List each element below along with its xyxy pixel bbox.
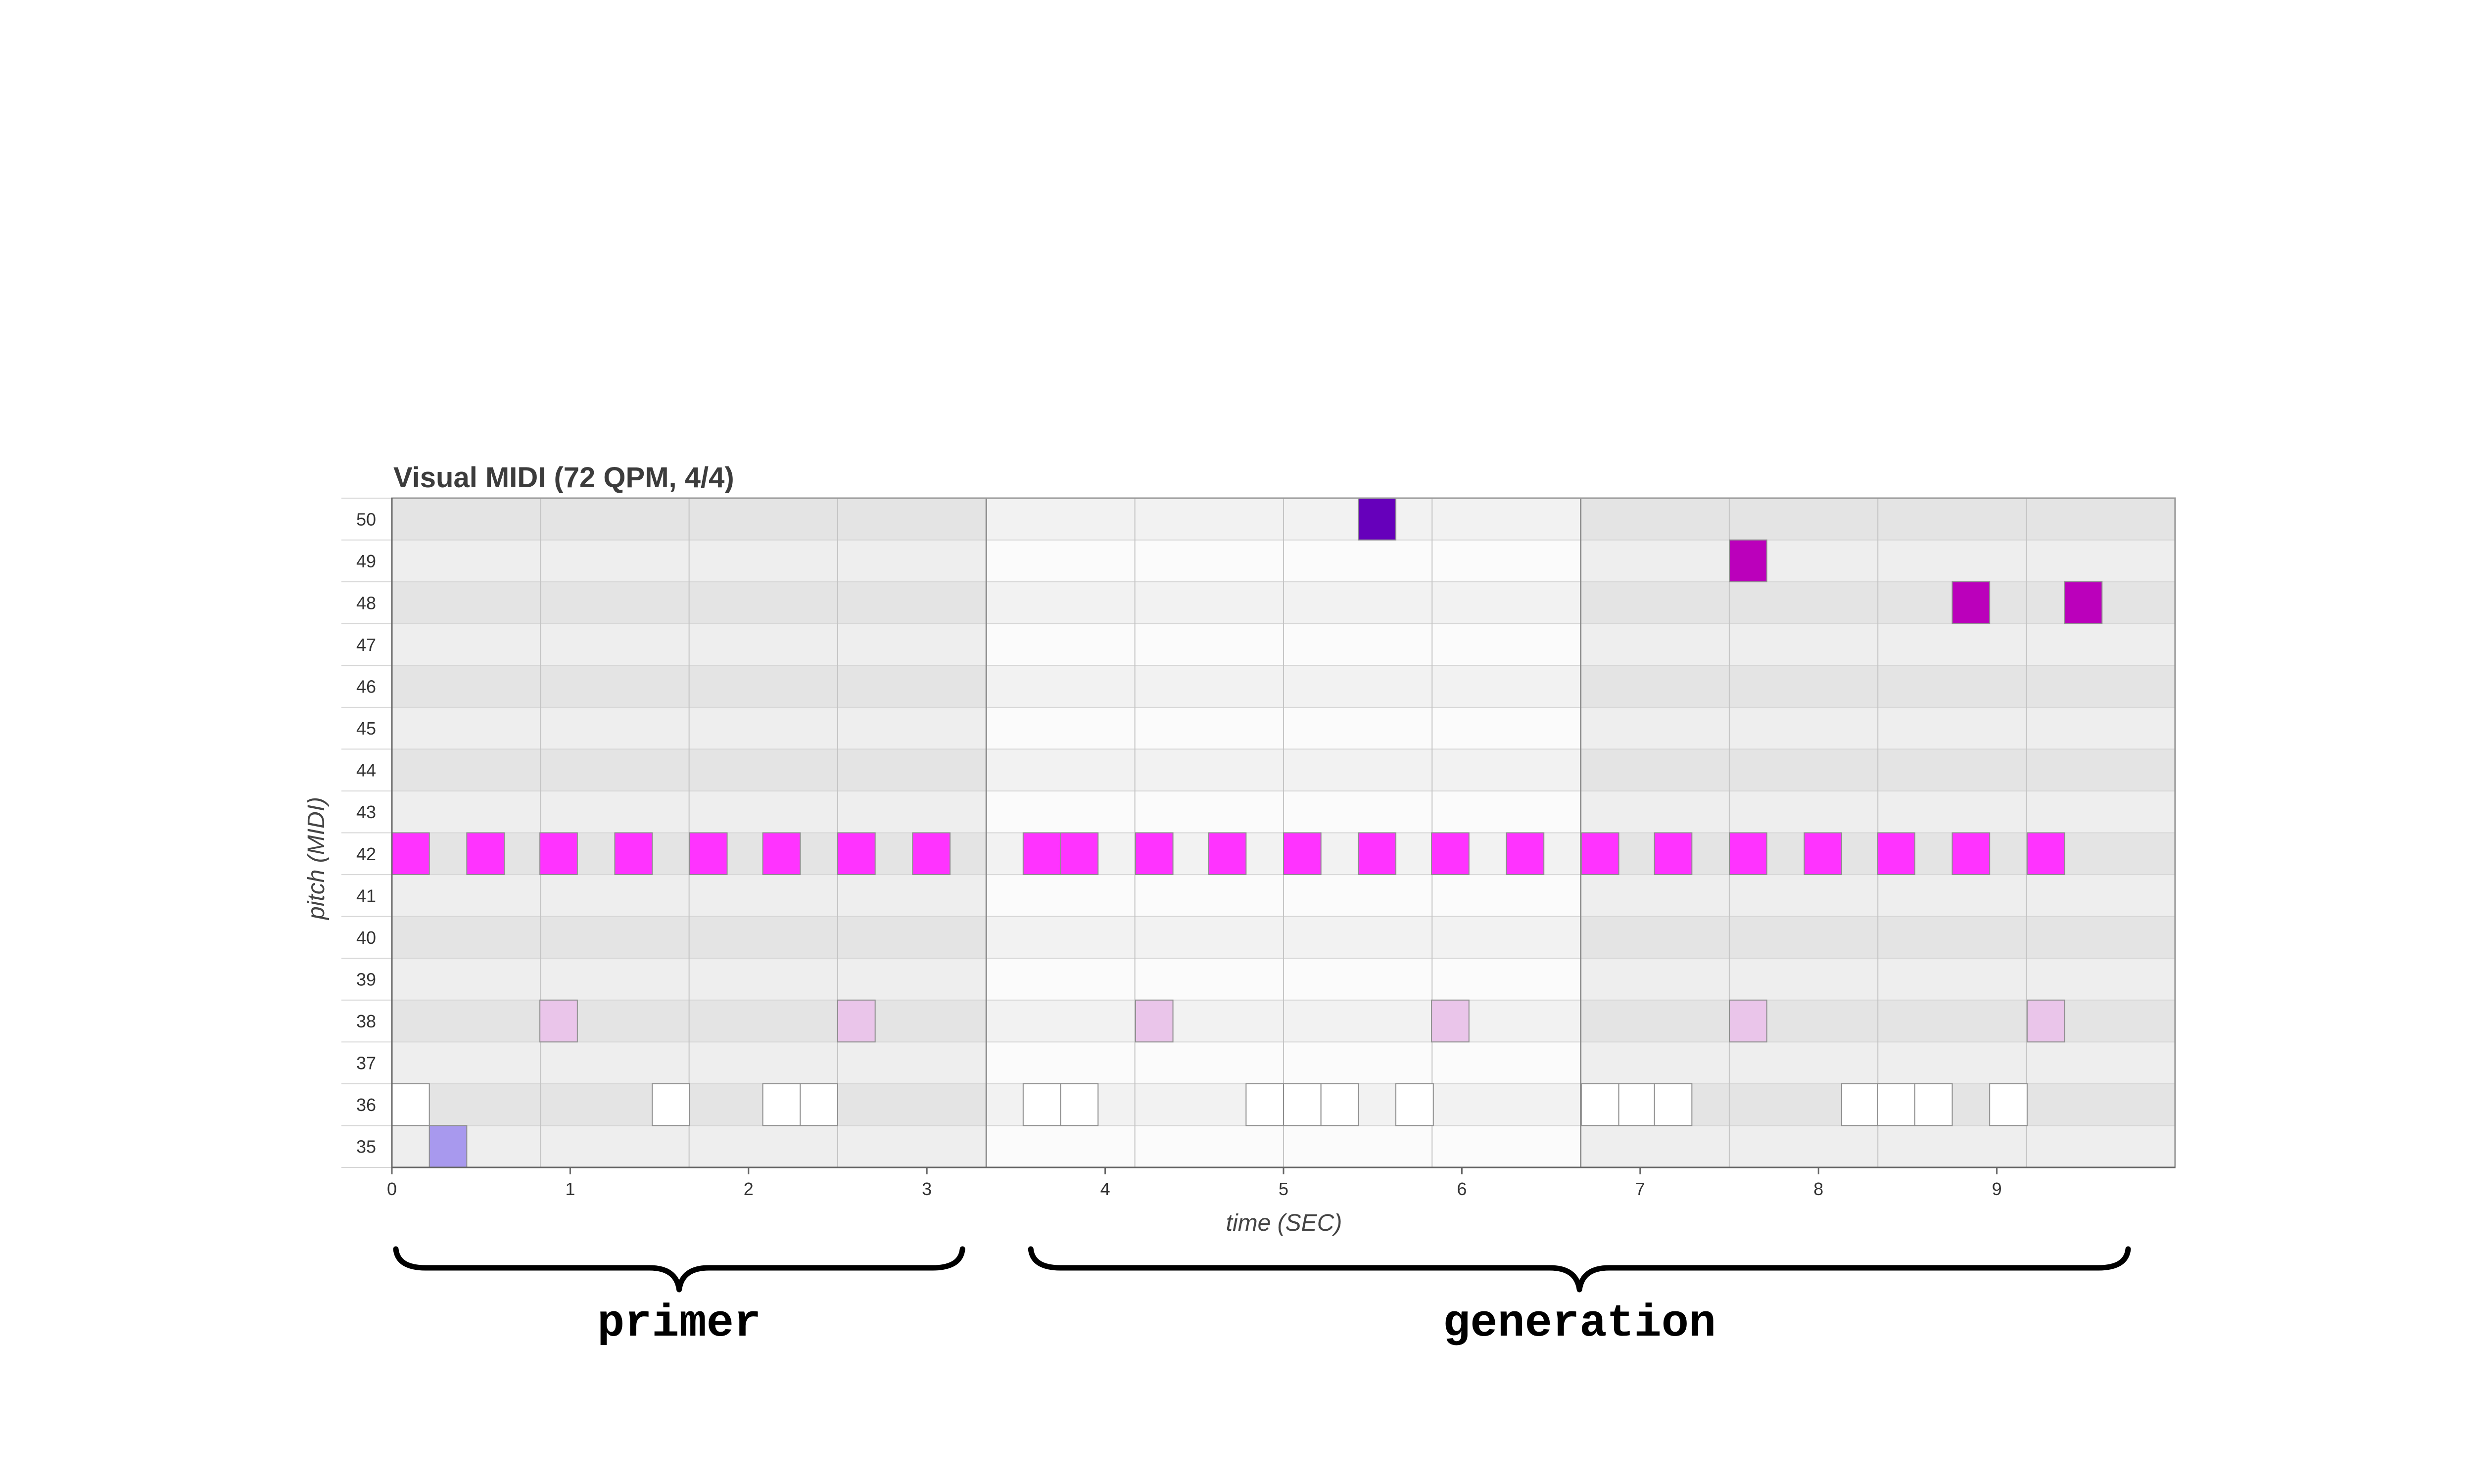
note-rect [1951,581,1991,624]
y-tick-label: 43 [356,802,376,822]
note-rect [1654,1083,1693,1126]
note-rect [837,832,876,876]
x-tick-label: 2 [744,1179,754,1199]
y-tick-label: 35 [356,1137,376,1157]
note-rect [1358,498,1397,541]
y-tick-label: 44 [356,760,376,781]
y-tick-label: 42 [356,844,376,864]
note-rect [1580,1083,1619,1126]
note-rect [1580,832,1619,876]
note-rect [1506,832,1545,876]
x-tick-label: 6 [1457,1179,1467,1199]
x-tick-label: 4 [1100,1179,1110,1199]
y-tick-label: 47 [356,635,376,655]
note-rect [1135,999,1174,1043]
note-rect [1431,999,1470,1043]
note-rect [1283,832,1322,876]
note-rect [539,999,578,1043]
x-tick-label: 5 [1279,1179,1288,1199]
x-tick-label: 3 [922,1179,932,1199]
chart-title: Visual MIDI (72 QPM, 4/4) [393,462,734,494]
y-tick-label: 40 [356,928,376,948]
note-rect [1729,832,1767,876]
y-tick-label: 46 [356,677,376,697]
note-rect [1060,832,1099,876]
x-tick-label: 0 [387,1179,397,1199]
note-rect [1729,539,1767,583]
note-rect [1022,832,1061,876]
note-rect [1841,1083,1880,1126]
note-rect [1431,832,1470,876]
note-rect [2026,999,2065,1043]
x-tick-label: 8 [1813,1179,1823,1199]
note-rect [800,1083,839,1126]
x-tick-label: 9 [1992,1179,2002,1199]
note-rect [466,832,505,876]
note-rect [1320,1083,1359,1126]
note-rect [2026,832,2065,876]
note-rect [1245,1083,1284,1126]
note-rect [539,832,578,876]
y-tick-label: 49 [356,551,376,571]
y-tick-label: 48 [356,593,376,613]
note-rect [391,832,430,876]
note-rect [1022,1083,1061,1126]
note-rect [1283,1083,1322,1126]
note-rect [614,832,653,876]
note-rect [837,999,876,1043]
note-rect [1877,1083,1915,1126]
generation-label: generation [1443,1298,1716,1349]
note-rect [652,1083,690,1126]
note-rect [391,1083,430,1126]
y-tick-label: 36 [356,1095,376,1115]
note-rect [428,1125,468,1168]
y-tick-label: 41 [356,885,376,906]
y-tick-label: 50 [356,509,376,529]
generation-brace [1028,1246,2131,1293]
notes-layer [391,498,2103,1168]
x-tick-label: 7 [1635,1179,1645,1199]
note-rect [1914,1083,1953,1126]
note-rect [2064,581,2103,624]
y-axis-title: pitch (MIDI) [303,797,330,921]
note-rect [1729,999,1767,1043]
y-tick-label: 45 [356,718,376,739]
note-rect [762,832,801,876]
y-tick-label: 38 [356,1011,376,1031]
note-rect [762,1083,801,1126]
primer-brace [393,1246,965,1293]
note-rect [1804,832,1843,876]
note-rect [1989,1083,2028,1126]
note-rect [1395,1083,1434,1126]
x-axis-title: time (SEC) [1226,1210,1342,1236]
sections-layer: primer generation [393,1246,2131,1349]
note-rect [912,832,951,876]
note-rect [1135,832,1174,876]
note-rect [1208,832,1247,876]
note-rect [1358,832,1397,876]
y-tick-label: 39 [356,969,376,989]
note-rect [1654,832,1693,876]
primer-label: primer [597,1298,761,1349]
note-rect [1618,1083,1657,1126]
note-rect [1060,1083,1099,1126]
note-rect [689,832,728,876]
note-rect [1877,832,1915,876]
x-tick-label: 1 [565,1179,575,1199]
note-rect [1951,832,1991,876]
y-tick-label: 37 [356,1053,376,1073]
